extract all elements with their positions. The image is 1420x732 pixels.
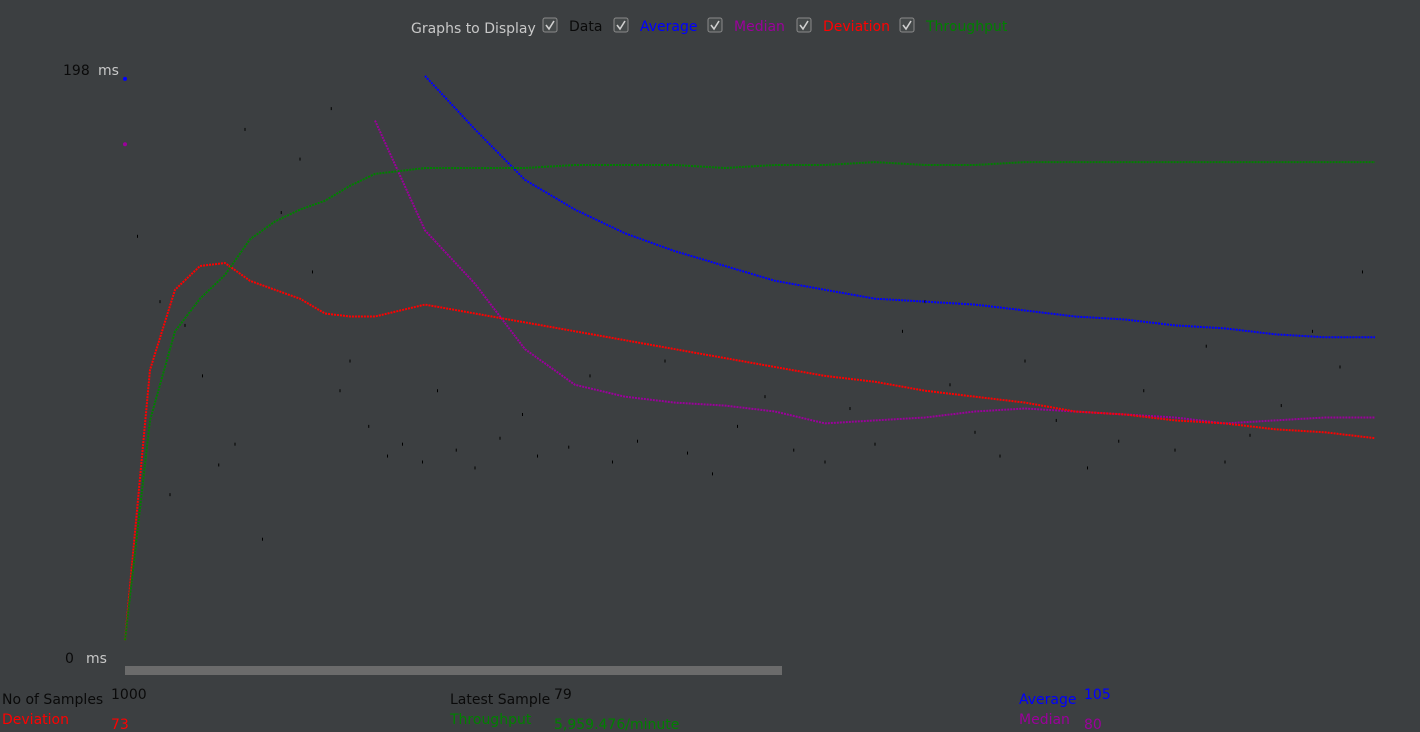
legend-label[interactable]: Throughput: [925, 19, 1008, 35]
data-point: [849, 407, 851, 411]
data-point: [712, 472, 713, 476]
series-point: [123, 76, 127, 81]
series-line: [424, 75, 1375, 339]
legend-label[interactable]: Average: [640, 19, 698, 35]
stat-value: 73: [111, 717, 129, 732]
stat-label: Throughput: [449, 712, 532, 728]
data-point: [339, 389, 341, 393]
data-point: [169, 493, 171, 497]
y-tick-label: 198: [63, 63, 90, 79]
data-point: [330, 107, 332, 111]
data-point: [874, 442, 876, 446]
data-point: [687, 451, 688, 455]
data-point: [664, 359, 666, 363]
data-point: [159, 300, 161, 304]
checkmark[interactable]: [616, 20, 626, 31]
stat-value: 80: [1084, 717, 1102, 732]
data-point: [1118, 439, 1120, 443]
data-point: [522, 412, 523, 416]
checkmark[interactable]: [545, 20, 555, 31]
data-point: [589, 374, 591, 378]
data-point: [1312, 329, 1313, 333]
data-point: [924, 300, 926, 304]
data-point: [422, 460, 423, 464]
checkmark[interactable]: [799, 20, 809, 31]
checkmark[interactable]: [902, 20, 912, 31]
stat-label: Average: [1019, 692, 1077, 708]
checkbox[interactable]: [899, 17, 915, 33]
checkbox[interactable]: [796, 17, 812, 33]
data-point: [387, 454, 388, 458]
data-point: [1339, 365, 1341, 369]
data-point: [280, 211, 282, 215]
data-point: [1280, 404, 1282, 408]
data-point: [1249, 433, 1251, 437]
series-line: [124, 161, 1375, 641]
data-point: [824, 460, 826, 464]
legend-label[interactable]: Deviation: [823, 19, 890, 35]
stat-label: Median: [1019, 712, 1070, 728]
data-point: [312, 270, 313, 274]
stat-value: 105: [1084, 687, 1111, 703]
checkbox[interactable]: [542, 17, 558, 33]
data-point: [184, 323, 186, 327]
data-point: [949, 383, 951, 387]
data-point: [612, 460, 613, 464]
data-point: [737, 424, 738, 428]
data-point: [1087, 466, 1088, 470]
y-unit: ms: [86, 651, 107, 667]
legend: Data Average Median Deviation Throughput: [542, 17, 1008, 35]
stat-value: 1000: [111, 687, 147, 703]
legend-title: Graphs to Display: [411, 21, 536, 37]
data-point: [349, 359, 351, 363]
data-point: [244, 127, 246, 131]
scrollbar[interactable]: [125, 666, 782, 675]
stat-value: 5,959.476/minute: [554, 717, 679, 732]
legend-label[interactable]: Median: [734, 19, 785, 35]
checkbox[interactable]: [707, 17, 723, 33]
plot-area: [122, 69, 1376, 659]
checkmark[interactable]: [710, 20, 720, 31]
stat-label: Deviation: [2, 712, 69, 728]
data-point: [974, 430, 976, 434]
stat-label: Latest Sample: [450, 692, 550, 708]
data-point: [1055, 418, 1057, 422]
data-point: [234, 442, 236, 446]
series-line: [124, 261, 1376, 641]
data-point: [455, 448, 457, 452]
data-point: [499, 436, 501, 440]
data-point: [537, 454, 538, 458]
data-point: [402, 442, 403, 446]
data-point: [437, 389, 438, 393]
data-point: [568, 445, 570, 449]
data-point: [1174, 448, 1176, 452]
data-point: [1143, 389, 1145, 393]
data-point: [137, 234, 138, 238]
data-point: [1362, 270, 1363, 274]
data-point: [299, 157, 301, 161]
data-point: [218, 463, 220, 467]
data-point: [1024, 359, 1026, 363]
data-point: [1224, 460, 1226, 464]
checkbox[interactable]: [613, 17, 629, 33]
y-tick-label: 0: [65, 651, 74, 667]
data-point: [793, 448, 795, 452]
legend-label[interactable]: Data: [569, 19, 602, 35]
series-point: [123, 142, 127, 147]
data-point: [902, 329, 903, 333]
stat-label: No of Samples: [2, 692, 103, 708]
data-point: [1205, 344, 1207, 348]
data-point: [202, 374, 203, 378]
data-point: [999, 454, 1001, 458]
data-point: [637, 439, 638, 443]
data-point: [474, 466, 476, 470]
data-point: [764, 395, 766, 399]
y-unit: ms: [98, 63, 119, 79]
stat-value: 79: [554, 687, 572, 703]
data-point: [262, 537, 263, 541]
data-point: [368, 424, 370, 428]
